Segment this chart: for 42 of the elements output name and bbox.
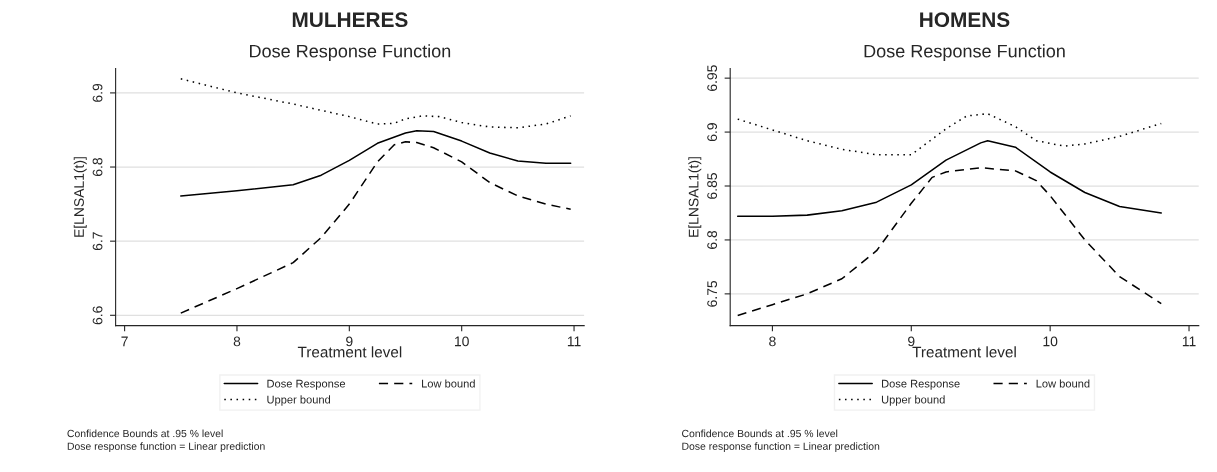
line-series: [180, 78, 572, 129]
legend-label: Low bound: [422, 379, 475, 388]
text: Confidence Bounds at .95 % level: [67, 429, 223, 438]
line-series: [736, 139, 1163, 217]
x-tick-label: 8: [233, 336, 241, 347]
legend-label: Dose Response: [267, 379, 346, 390]
chart-title: MULHERES: [292, 12, 408, 28]
x-axis-title: Treatment level: [912, 346, 1016, 358]
x-tick-label: 11: [567, 336, 581, 347]
y-tick-label: 6.9: [92, 83, 103, 102]
y-axis-title: E[LNSAL1(t)]: [688, 157, 702, 237]
y-axis-title: E[LNSAL1(t)]: [73, 157, 87, 237]
line-series: [180, 129, 572, 197]
y-tick-label: 6.8: [92, 157, 103, 176]
chart-title: HOMENS: [920, 12, 1010, 28]
x-tick-label: 9: [346, 336, 353, 347]
x-tick-label: 11: [1182, 336, 1196, 347]
x-tick-label: 8: [769, 336, 776, 347]
y-tick-label: 6.8: [707, 230, 718, 249]
line-series: [180, 141, 572, 314]
text: Dose response function = Linear prediction: [67, 442, 265, 452]
x-tick-label: 7: [121, 336, 128, 347]
y-tick-label: 6.95: [707, 65, 718, 91]
x-tick-label: 10: [455, 336, 469, 347]
legend-label: Dose Response: [882, 379, 960, 390]
y-tick-label: 6.9: [707, 123, 718, 142]
x-tick-label: 10: [1043, 336, 1058, 347]
legend-label: Upper bound: [267, 395, 331, 406]
x-tick-label: 9: [908, 336, 915, 347]
y-tick-label: 6.85: [707, 173, 718, 199]
x-axis-title: Treatment level: [297, 346, 402, 358]
y-tick-label: 6.75: [707, 280, 718, 307]
legend-label: Low bound: [1036, 379, 1090, 388]
text: Dose response function = Linear prediction: [682, 442, 880, 452]
chart-subtitle: Dose Response Function: [250, 44, 451, 62]
line-series: [736, 166, 1163, 317]
text: Confidence Bounds at .95 % level: [682, 429, 838, 438]
line-series: [736, 112, 1163, 156]
chart-subtitle: Dose Response Function: [864, 44, 1065, 62]
legend-label: Upper bound: [881, 395, 945, 406]
y-tick-label: 6.6: [92, 306, 103, 325]
y-tick-label: 6.7: [92, 232, 103, 251]
